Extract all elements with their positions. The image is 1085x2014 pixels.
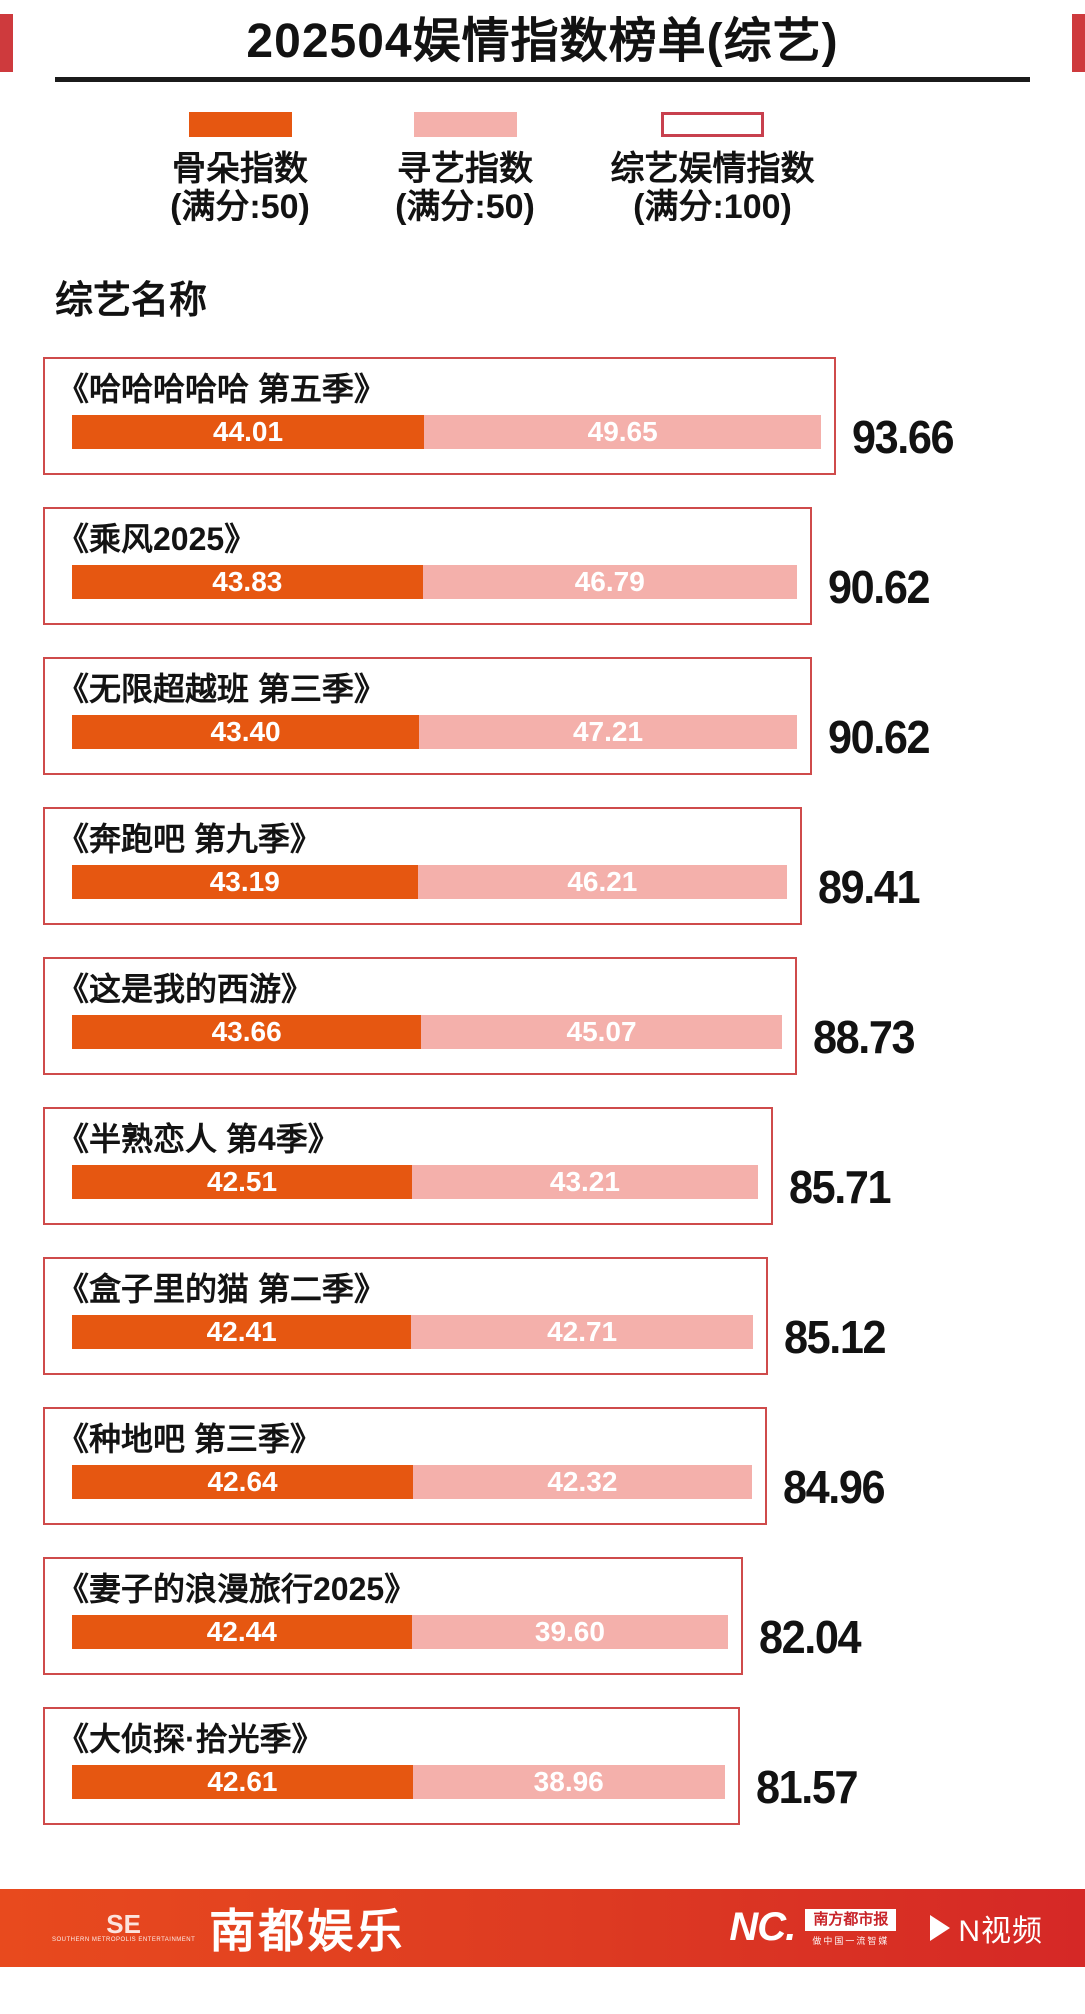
entertainment-index-box: 《盒子里的猫 第二季》 42.41 42.71 (43, 1256, 768, 1375)
show-name: 《种地吧 第三季》 (57, 1420, 322, 1457)
paper-name-badge: 南方都市报 (805, 1908, 897, 1932)
page-title: 202504娱情指数榜单(综艺) (246, 15, 839, 68)
zongyi-swatch (661, 112, 764, 138)
gudu-index-segment: 42.61 (72, 1764, 413, 1799)
nc-logo-icon: NC. (729, 1905, 796, 1950)
footer-bar: SE SOUTHERN METROPOLIS ENTERTAINMENT 南都娱… (0, 1888, 1085, 1967)
total-index-value: 85.71 (788, 1160, 892, 1213)
gudu-index-segment: 42.51 (72, 1164, 413, 1199)
stacked-bar: 42.64 42.32 (72, 1464, 765, 1499)
stacked-bar: 43.19 46.21 (72, 864, 800, 899)
paper-tagline: 做中国一流智媒 (812, 1936, 890, 1947)
stacked-bar: 44.01 49.65 (72, 414, 834, 449)
ranking-rows: 《哈哈哈哈哈 第五季》 44.01 49.65 93.66 《乘风2025》 43.83 4… (43, 356, 1085, 1825)
paper-logo: 南方都市报 做中国一流智媒 (805, 1908, 897, 1948)
show-row: 《大侦探·拾光季》 42.61 38.96 81.57 (43, 1706, 1085, 1825)
gudu-index-segment: 44.01 (72, 414, 425, 449)
show-name: 《无限超越班 第三季》 (57, 670, 386, 707)
xunyi-index-segment: 45.07 (421, 1014, 782, 1049)
entertainment-index-box: 《半熟恋人 第4季》 42.51 43.21 (43, 1106, 773, 1225)
total-index-value: 85.12 (783, 1310, 887, 1363)
gudu-index-segment: 43.66 (72, 1014, 422, 1049)
show-name: 《盒子里的猫 第二季》 (57, 1270, 386, 1307)
entertainment-index-box: 《哈哈哈哈哈 第五季》 44.01 49.65 (43, 356, 837, 475)
xunyi-index-segment: 39.60 (411, 1614, 729, 1649)
stacked-bar: 42.41 42.71 (72, 1314, 766, 1349)
xunyi-index-segment: 46.79 (422, 564, 797, 599)
stacked-bar: 42.51 43.21 (72, 1164, 771, 1199)
corner-strip-left (0, 14, 13, 72)
legend-item-gudu: 骨朵指数 (满分:50) (130, 112, 350, 226)
total-index-value: 93.66 (852, 410, 955, 463)
gudu-index-segment: 43.19 (72, 864, 418, 899)
title-underline (55, 77, 1030, 83)
entertainment-index-box: 《妻子的浪漫旅行2025》 42.44 39.60 (43, 1556, 744, 1675)
show-row: 《种地吧 第三季》 42.64 42.32 84.96 (43, 1406, 1085, 1525)
show-name: 《乘风2025》 (57, 520, 257, 557)
show-name: 《妻子的浪漫旅行2025》 (57, 1570, 417, 1607)
xunyi-index-segment: 42.71 (411, 1314, 753, 1349)
show-name: 《半熟恋人 第4季》 (57, 1120, 340, 1157)
show-row: 《盒子里的猫 第二季》 42.41 42.71 85.12 (43, 1256, 1085, 1375)
gudu-index-segment: 42.44 (72, 1614, 412, 1649)
total-index-value: 82.04 (759, 1610, 862, 1663)
gudu-index-segment: 42.64 (72, 1464, 414, 1499)
entertainment-index-box: 《大侦探·拾光季》 42.61 38.96 (43, 1706, 740, 1825)
footer-left-group: SE SOUTHERN METROPOLIS ENTERTAINMENT 南都娱… (52, 1895, 405, 1961)
show-name: 《大侦探·拾光季》 (57, 1720, 324, 1757)
entertainment-index-box: 《乘风2025》 43.83 46.79 (43, 506, 812, 625)
stacked-bar: 43.83 46.79 (72, 564, 810, 599)
xunyi-index-segment: 38.96 (412, 1764, 725, 1799)
footer-right-group: NC. 南方都市报 做中国一流智媒 N视频 (729, 1905, 1043, 1950)
show-name: 《哈哈哈哈哈 第五季》 (57, 370, 386, 407)
se-entertainment-logo-icon: SE SOUTHERN METROPOLIS ENTERTAINMENT (52, 1908, 196, 1943)
gudu-legend-label: 骨朵指数 (满分:50) (170, 150, 310, 227)
entertainment-index-box: 《奔跑吧 第九季》 43.19 46.21 (43, 806, 803, 925)
gudu-index-segment: 42.41 (72, 1314, 412, 1349)
xunyi-swatch (413, 112, 517, 138)
gudu-index-segment: 43.40 (72, 714, 420, 749)
entertainment-index-box: 《这是我的西游》 43.66 45.07 (43, 956, 797, 1075)
show-name: 《这是我的西游》 (57, 970, 314, 1007)
show-row: 《哈哈哈哈哈 第五季》 44.01 49.65 93.66 (43, 356, 1085, 475)
xunyi-index-segment: 43.21 (412, 1164, 758, 1199)
stacked-bar: 42.61 38.96 (72, 1764, 738, 1799)
stacked-bar: 43.40 47.21 (72, 714, 810, 749)
legend-item-xunyi: 寻艺指数 (满分:50) (355, 112, 575, 226)
xunyi-index-segment: 46.21 (417, 864, 788, 899)
show-name: 《奔跑吧 第九季》 (57, 820, 322, 857)
xunyi-index-segment: 47.21 (419, 714, 797, 749)
nvideo-logo: N视频 (930, 1906, 1043, 1950)
corner-strip-right (1072, 14, 1085, 72)
show-row: 《半熟恋人 第4季》 42.51 43.21 85.71 (43, 1106, 1085, 1225)
entertainment-index-box: 《无限超越班 第三季》 43.40 47.21 (43, 656, 812, 775)
show-row: 《无限超越班 第三季》 43.40 47.21 90.62 (43, 656, 1085, 775)
xunyi-index-segment: 42.32 (413, 1464, 752, 1499)
nandu-entertainment-brand: 南都娱乐 (209, 1904, 406, 1957)
xunyi-legend-label: 寻艺指数 (满分:50) (395, 150, 535, 227)
show-row: 《妻子的浪漫旅行2025》 42.44 39.60 82.04 (43, 1556, 1085, 1675)
total-index-value: 90.62 (827, 710, 931, 763)
stacked-bar: 43.66 45.07 (72, 1014, 795, 1049)
column-header-show-name: 综艺名称 (55, 280, 208, 323)
show-row: 《这是我的西游》 43.66 45.07 88.73 (43, 956, 1085, 1075)
legend: 骨朵指数 (满分:50) 寻艺指数 (满分:50) 综艺娱情指数 (满分:100… (0, 112, 1085, 257)
total-index-value: 88.73 (812, 1010, 916, 1063)
total-index-value: 90.62 (827, 560, 931, 613)
zongyi-legend-label: 综艺娱情指数 (满分:100) (610, 150, 815, 227)
stacked-bar: 42.44 39.60 (72, 1614, 741, 1649)
play-icon (930, 1914, 951, 1941)
total-index-value: 89.41 (818, 860, 921, 913)
total-index-value: 84.96 (782, 1460, 886, 1513)
gudu-index-segment: 43.83 (72, 564, 423, 599)
entertainment-index-box: 《种地吧 第三季》 42.64 42.32 (43, 1406, 767, 1525)
legend-item-zongyi: 综艺娱情指数 (满分:100) (570, 112, 855, 226)
xunyi-index-segment: 49.65 (424, 414, 822, 449)
show-row: 《奔跑吧 第九季》 43.19 46.21 89.41 (43, 806, 1085, 925)
gudu-swatch (188, 112, 292, 138)
total-index-value: 81.57 (755, 1760, 859, 1813)
show-row: 《乘风2025》 43.83 46.79 90.62 (43, 506, 1085, 625)
